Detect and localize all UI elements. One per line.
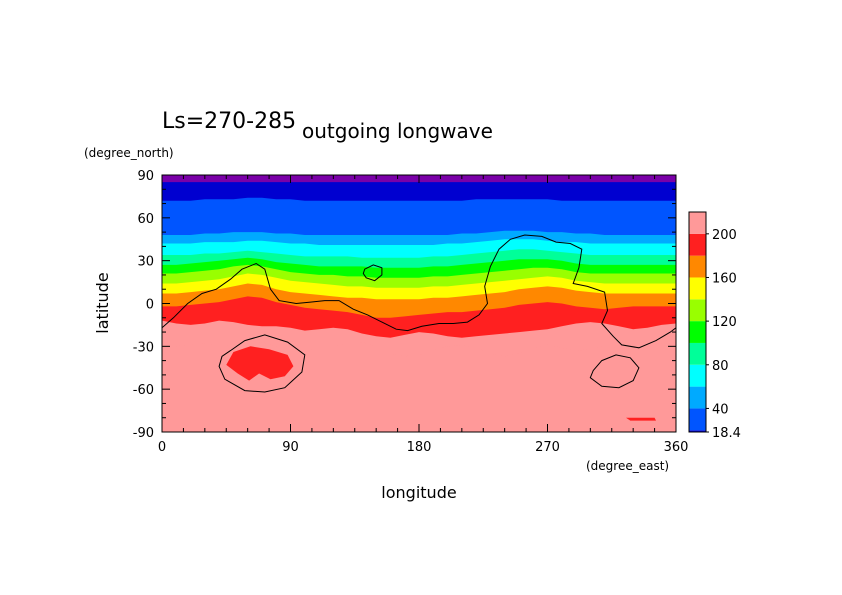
colorbar-label: 40 bbox=[712, 402, 729, 417]
continent-outline bbox=[162, 234, 676, 349]
y-tick-label: -60 bbox=[133, 383, 154, 398]
x-axis-ticks: 0 90 180 270 360 bbox=[158, 175, 689, 455]
contour-southeast bbox=[589, 354, 640, 389]
colorbar-swatch bbox=[689, 408, 706, 431]
y-tick-label: -90 bbox=[133, 426, 154, 441]
chart-title: outgoing longwave bbox=[302, 119, 493, 143]
colorbar-label: 18.4 bbox=[712, 426, 741, 441]
x-tick-label: 0 bbox=[158, 440, 166, 455]
colorbar-frame bbox=[688, 211, 707, 433]
colorbar-swatch bbox=[689, 430, 706, 432]
x-units-label: (degree_east) bbox=[586, 459, 669, 473]
colorbar-label: 80 bbox=[712, 359, 729, 374]
x-tick-label: 90 bbox=[282, 440, 299, 455]
red-patch-southwest bbox=[226, 346, 294, 381]
y-tick-label: 60 bbox=[137, 212, 154, 227]
colorbar-swatch bbox=[689, 342, 706, 365]
y-axis-label: latitude bbox=[93, 272, 112, 333]
colorbar-label: 200 bbox=[712, 228, 737, 243]
colorbar-label: 160 bbox=[712, 271, 737, 286]
y-axis-ticks: 90 60 30 0 -30 -60 -90 bbox=[133, 169, 676, 441]
x-tick-label: 360 bbox=[664, 440, 689, 455]
y-tick-label: 90 bbox=[137, 169, 154, 184]
x-axis-label: longitude bbox=[381, 483, 456, 502]
colorbar-swatch bbox=[689, 233, 706, 256]
colorbar-swatch bbox=[689, 299, 706, 322]
colorbar: 200 160 120 80 40 18.4 bbox=[688, 211, 741, 441]
contour-lines bbox=[162, 234, 676, 393]
plot-area bbox=[162, 175, 676, 432]
colorbar-swatch bbox=[689, 364, 706, 387]
colorbar-swatch bbox=[689, 212, 706, 234]
colorbar-swatch bbox=[689, 255, 706, 278]
colorbar-swatch bbox=[689, 386, 706, 409]
chart-subtitle: Ls=270-285 bbox=[162, 109, 296, 134]
contour-southwest bbox=[218, 334, 306, 393]
contour-small-north bbox=[362, 264, 383, 282]
x-tick-label: 180 bbox=[407, 440, 432, 455]
y-units-label: (degree_north) bbox=[84, 146, 174, 160]
y-tick-label: 30 bbox=[137, 255, 154, 270]
x-tick-label: 270 bbox=[535, 440, 560, 455]
y-tick-label: 0 bbox=[146, 298, 154, 313]
colorbar-swatch bbox=[689, 321, 706, 343]
color-bands bbox=[162, 175, 676, 432]
color-patches bbox=[226, 346, 656, 421]
colorbar-swatch bbox=[689, 277, 706, 300]
red-patch-south-pole bbox=[626, 417, 656, 421]
y-tick-label: -30 bbox=[133, 340, 154, 355]
colorbar-label: 120 bbox=[712, 315, 737, 330]
